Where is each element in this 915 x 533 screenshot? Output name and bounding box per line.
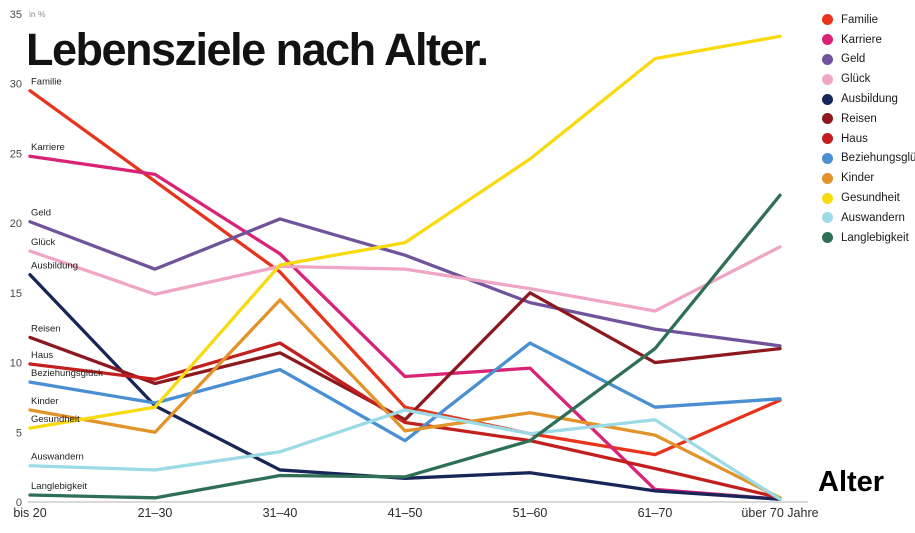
series-start-label-karriere: Karriere — [31, 142, 65, 153]
legend-item-langlebigkeit: Langlebigkeit — [822, 228, 915, 248]
legend-dot-kinder — [822, 172, 833, 184]
legend: Familie Karriere Geld Glück Ausbildung Reisen… — [822, 10, 915, 248]
line-reisen — [28, 291, 782, 422]
legend-dot-reisen — [822, 113, 833, 125]
series-start-label-langlebigkeit: Langlebigkeit — [31, 481, 87, 492]
legend-dot-familie — [822, 14, 833, 26]
legend-dot-haus — [822, 133, 833, 145]
line-kinder — [28, 298, 782, 500]
legend-label: Familie — [841, 13, 879, 26]
series-start-label-haus: Haus — [31, 350, 53, 361]
legend-item-kinder: Kinder — [822, 168, 915, 188]
line-haus — [28, 341, 782, 500]
y-tick-label: 0 — [16, 497, 22, 509]
line-geld — [28, 217, 782, 348]
legend-dot-auswandern — [822, 212, 833, 224]
y-tick-label: 10 — [10, 358, 22, 370]
series-start-label-gesundheit: Gesundheit — [31, 414, 80, 425]
legend-label: Haus — [841, 132, 868, 145]
legend-dot-langlebigkeit — [822, 232, 833, 244]
y-tick-label: 20 — [10, 218, 22, 230]
line-familie — [28, 89, 782, 457]
legend-item-haus: Haus — [822, 129, 915, 149]
legend-label: Karriere — [841, 33, 882, 46]
legend-label: Geld — [841, 53, 866, 66]
legend-label: Reisen — [841, 112, 877, 125]
series-start-label-ausbildung: Ausbildung — [31, 261, 78, 272]
line-beziehungsglueck — [28, 341, 782, 443]
legend-label: Langlebigkeit — [841, 231, 909, 244]
line-ausbildung — [28, 273, 782, 501]
legend-item-gesundheit: Gesundheit — [822, 188, 915, 208]
legend-label: Auswandern — [841, 211, 905, 224]
x-tick-label: 51–60 — [513, 506, 548, 520]
y-axis-unit-label: in % — [29, 9, 46, 19]
legend-dot-ausbildung — [822, 93, 833, 105]
legend-label: Ausbildung — [841, 93, 898, 106]
legend-dot-beziehungsglueck — [822, 152, 833, 164]
x-tick-label: 21–30 — [138, 506, 173, 520]
x-tick-label: über 70 Jahre — [741, 506, 818, 520]
y-tick-label: 30 — [10, 79, 22, 91]
line-auswandern — [28, 408, 782, 501]
legend-item-ausbildung: Ausbildung — [822, 89, 915, 109]
chart-title: Lebensziele nach Alter. — [26, 24, 489, 75]
y-tick-label: 5 — [16, 427, 22, 439]
y-tick-label: 25 — [10, 148, 22, 160]
x-tick-label: bis 20 — [13, 506, 46, 520]
series-start-label-kinder: Kinder — [31, 396, 58, 407]
series-start-label-glueck: Glück — [31, 237, 56, 248]
y-tick-label: 15 — [10, 288, 22, 300]
series-start-label-beziehungsglueck: Beziehungsglück — [31, 368, 103, 379]
x-tick-label: 41–50 — [388, 506, 423, 520]
x-tick-label: 61–70 — [638, 506, 673, 520]
x-tick-label: 31–40 — [263, 506, 298, 520]
legend-item-beziehungsglueck: Beziehungsglück — [822, 149, 915, 169]
legend-label: Gesundheit — [841, 192, 900, 205]
x-axis-title: Alter — [818, 466, 885, 498]
legend-label: Beziehungsglück — [841, 152, 915, 165]
series-start-label-geld: Geld — [31, 208, 51, 219]
legend-label: Kinder — [841, 172, 875, 185]
legend-item-karriere: Karriere — [822, 30, 915, 50]
legend-dot-karriere — [822, 34, 833, 46]
line-langlebigkeit — [28, 193, 782, 500]
legend-item-geld: Geld — [822, 50, 915, 70]
legend-item-reisen: Reisen — [822, 109, 915, 129]
legend-item-auswandern: Auswandern — [822, 208, 915, 228]
legend-dot-gesundheit — [822, 192, 833, 204]
legend-dot-glueck — [822, 73, 833, 85]
series-start-label-auswandern: Auswandern — [31, 452, 84, 463]
line-gesundheit — [28, 34, 782, 430]
legend-dot-geld — [822, 53, 833, 65]
legend-item-glueck: Glück — [822, 69, 915, 89]
line-glueck — [28, 245, 782, 313]
legend-item-familie: Familie — [822, 10, 915, 30]
legend-label: Glück — [841, 73, 871, 86]
y-tick-label: 35 — [10, 9, 22, 21]
series-start-label-familie: Familie — [31, 77, 62, 88]
series-start-label-reisen: Reisen — [31, 323, 61, 334]
